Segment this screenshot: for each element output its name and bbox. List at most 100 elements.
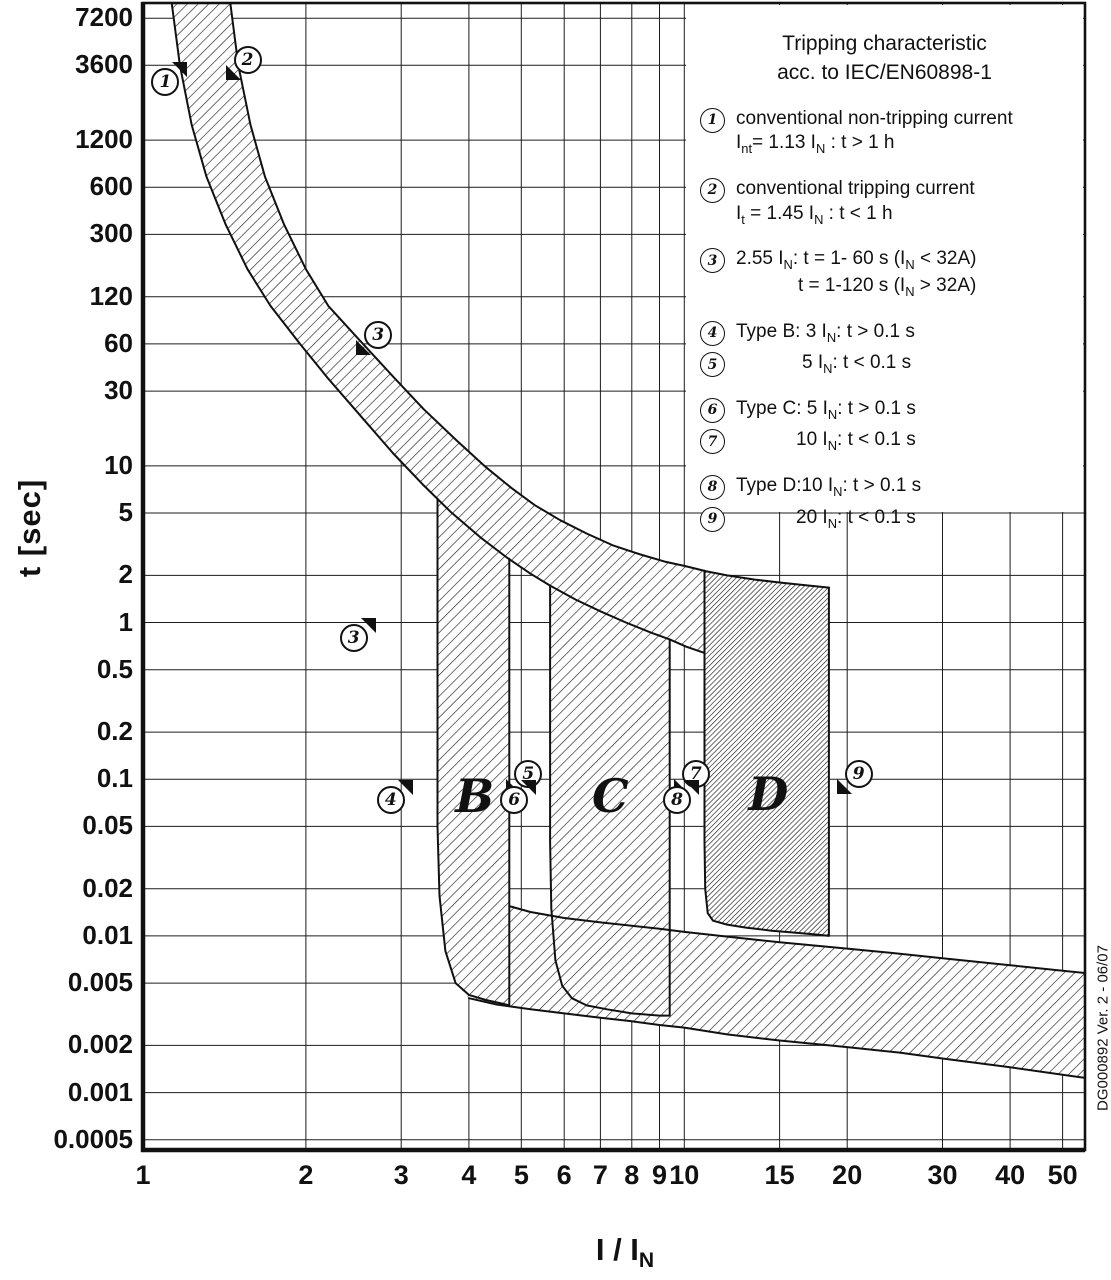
legend-line: Int= 1.13 IN : t > 1 h xyxy=(736,132,895,157)
legend-item-text: Type C: 5 IN: t > 0.1 s xyxy=(736,397,1083,424)
marker-number: 4 xyxy=(376,785,405,814)
x-tick-10: 10 xyxy=(669,1160,700,1190)
legend-item-2: 2 conventional tripping current It = 1.45 … xyxy=(700,177,1083,228)
legend-item-number: 6 xyxy=(700,397,725,423)
y-tick-0.02: 0.02 xyxy=(82,872,133,903)
legend-item-text: 20 IN: t < 0.1 s xyxy=(736,506,1083,533)
legend-line: 10 IN: t < 0.1 s xyxy=(796,429,916,454)
y-tick-3600: 3600 xyxy=(75,49,133,80)
legend-item-6: 6 Type C: 5 IN: t > 0.1 s xyxy=(700,397,1083,424)
marker-number: 5 xyxy=(514,759,543,788)
x-tick-9: 9 xyxy=(651,1160,667,1190)
y-tick-0.0005: 0.0005 xyxy=(53,1123,133,1154)
zone-label-D: D xyxy=(748,766,789,821)
legend-item-1: 1 conventional non-tripping current Int= 1… xyxy=(700,107,1083,158)
y-tick-0.001: 0.001 xyxy=(67,1076,133,1107)
x-axis-label: I / IN xyxy=(595,1232,655,1273)
chart-marker-8: 8 xyxy=(663,779,700,814)
marker-number: 3 xyxy=(364,321,393,350)
chart-marker-6: 6 xyxy=(500,779,537,814)
chart-marker-5: 5 xyxy=(506,759,543,794)
legend-item-text: Type D:10 IN: t > 0.1 s xyxy=(736,474,1083,501)
x-tick-50: 50 xyxy=(1047,1160,1078,1190)
legend-items: 1 conventional non-tripping current Int= 1… xyxy=(700,107,1083,532)
x-tick-5: 5 xyxy=(513,1160,529,1190)
x-tick-30: 30 xyxy=(927,1160,958,1190)
x-tick-3: 3 xyxy=(393,1160,409,1190)
legend-item-text: 5 IN: t < 0.1 s xyxy=(736,351,1083,378)
chart-marker-4: 4 xyxy=(376,779,413,814)
legend-item-number: 3 xyxy=(700,248,725,274)
x-tick-1: 1 xyxy=(135,1160,151,1190)
marker-number: 3 xyxy=(339,623,368,652)
legend-item-5: 5 5 IN: t < 0.1 s xyxy=(700,351,1083,378)
marker-number: 9 xyxy=(844,759,873,788)
y-tick-0.5: 0.5 xyxy=(96,653,133,684)
chart-marker-2: 2 xyxy=(225,45,262,80)
legend-item-7: 7 10 IN: t < 0.1 s xyxy=(700,428,1083,455)
legend-line: conventional non-tripping current xyxy=(736,107,1013,129)
legend-title-line2: acc. to IEC/EN60898-1 xyxy=(777,61,992,85)
legend-item-number: 7 xyxy=(700,429,725,455)
legend-item-number: 2 xyxy=(700,178,725,204)
legend-line: Type C: 5 IN: t > 0.1 s xyxy=(736,397,916,422)
legend-title: Tripping characteristic acc. to IEC/EN60… xyxy=(686,29,1083,88)
legend-line: t = 1-120 s (IN > 32A) xyxy=(798,274,977,299)
marker-number: 2 xyxy=(233,45,262,74)
x-tick-8: 8 xyxy=(624,1160,640,1190)
legend-item-text: conventional tripping current It = 1.45 I… xyxy=(736,177,1083,228)
chart-marker-3: 3 xyxy=(356,321,393,356)
legend-item-text: 10 IN: t < 0.1 s xyxy=(736,428,1083,455)
legend-item-number: 9 xyxy=(700,506,725,532)
legend-line: It = 1.45 IN : t < 1 h xyxy=(736,202,893,227)
y-tick-0.2: 0.2 xyxy=(96,716,133,747)
zone-label-B: B xyxy=(455,768,495,823)
chart-marker-3: 3 xyxy=(339,617,376,652)
y-tick-10: 10 xyxy=(104,449,133,480)
legend-item-9: 9 20 IN: t < 0.1 s xyxy=(700,506,1083,533)
y-tick-30: 30 xyxy=(104,375,133,406)
legend-item-number: 1 xyxy=(700,107,725,133)
chart-marker-9: 9 xyxy=(836,759,873,794)
x-tick-7: 7 xyxy=(592,1160,608,1190)
x-tick-2: 2 xyxy=(298,1160,314,1190)
legend-line: 5 IN: t < 0.1 s xyxy=(802,352,912,376)
y-axis-label: t [sec] xyxy=(12,478,47,578)
y-tick-60: 60 xyxy=(104,327,133,358)
y-tick-2: 2 xyxy=(118,559,133,590)
x-tick-20: 20 xyxy=(832,1160,863,1190)
legend-item-8: 8 Type D:10 IN: t > 0.1 s xyxy=(700,474,1083,501)
x-tick-6: 6 xyxy=(556,1160,572,1190)
legend-item-text: conventional non-tripping current Int= 1.… xyxy=(736,107,1083,158)
legend-line: conventional tripping current xyxy=(736,178,975,200)
y-tick-300: 300 xyxy=(89,218,133,249)
legend-line: Type D:10 IN: t > 0.1 s xyxy=(736,474,922,499)
legend-item-4: 4 Type B: 3 IN: t > 0.1 s xyxy=(700,320,1083,347)
marker-number: 1 xyxy=(151,68,180,97)
y-tick-1: 1 xyxy=(118,606,133,637)
legend-line: 2.55 IN: t = 1- 60 s (IN < 32A) xyxy=(736,248,977,273)
y-tick-120: 120 xyxy=(89,280,133,311)
legend-item-number: 5 xyxy=(700,352,725,378)
legend-line: 20 IN: t < 0.1 s xyxy=(796,506,916,531)
x-tick-40: 40 xyxy=(995,1160,1026,1190)
legend-box: Tripping characteristic acc. to IEC/EN60… xyxy=(686,5,1083,532)
legend-title-line1: Tripping characteristic xyxy=(782,32,987,55)
chart-marker-1: 1 xyxy=(151,62,188,97)
legend-item-number: 4 xyxy=(700,320,725,346)
y-tick-0.05: 0.05 xyxy=(82,810,133,841)
zone-label-C: C xyxy=(591,768,629,823)
y-tick-0.002: 0.002 xyxy=(67,1029,133,1060)
watermark-text: DG000892 Ver. 2 - 06/07 xyxy=(1094,945,1111,1111)
y-tick-7200: 7200 xyxy=(75,2,133,33)
legend-item-text: Type B: 3 IN: t > 0.1 s xyxy=(736,320,1083,347)
x-tick-4: 4 xyxy=(461,1160,477,1190)
legend-item-3: 3 2.55 IN: t = 1- 60 s (IN < 32A) t = 1-12… xyxy=(700,247,1083,300)
y-tick-0.005: 0.005 xyxy=(67,967,133,998)
y-tick-5: 5 xyxy=(118,497,133,528)
marker-number: 8 xyxy=(663,785,692,814)
y-tick-0.1: 0.1 xyxy=(96,763,133,794)
marker-number: 6 xyxy=(500,785,529,814)
legend-item-number: 8 xyxy=(700,474,725,500)
